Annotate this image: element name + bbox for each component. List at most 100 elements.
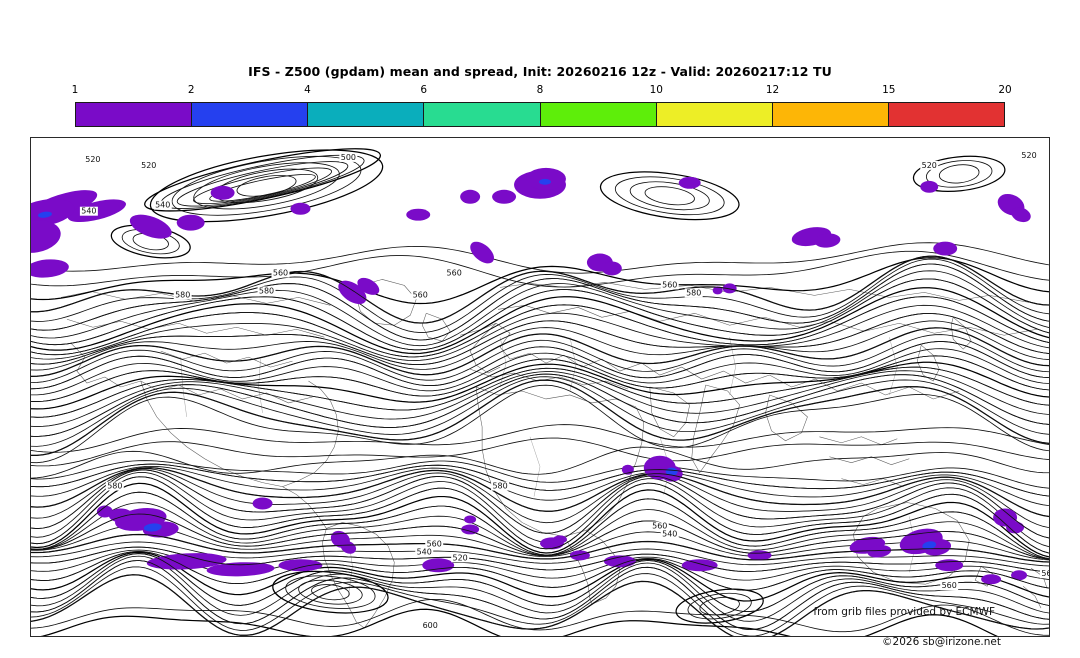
contour-label-backdrop (411, 290, 430, 300)
closed-contour (311, 584, 350, 601)
contour-line (31, 348, 1049, 396)
colorbar-tick-labels: 1 2 4 6 8 10 12 15 20 (72, 84, 1012, 100)
contour-line (31, 467, 1049, 518)
contour-label-backdrop (339, 152, 358, 162)
colorbar-segment-12-15 (772, 103, 889, 126)
contour-line (31, 560, 1049, 631)
spread-blob (981, 574, 1002, 585)
contour-label: 580 (259, 286, 274, 295)
contour-line (31, 491, 1049, 560)
spread-core (539, 178, 551, 185)
contour-line (31, 327, 1049, 377)
contour-label-backdrop (660, 529, 679, 539)
spread-blob (96, 505, 113, 518)
spread-blob (406, 208, 431, 221)
closed-contour (925, 160, 993, 188)
colorbar-tick-15: 15 (882, 84, 896, 96)
colorbar-tick-2: 2 (187, 84, 195, 96)
spread-blob (206, 562, 275, 577)
contour-label: 520 (453, 553, 468, 562)
contour-line (31, 341, 1049, 390)
contour-line (31, 366, 1049, 418)
spread-blob (252, 497, 273, 510)
contour-label-backdrop (660, 280, 679, 290)
contour-label-backdrop (1040, 569, 1049, 579)
contour-line (31, 296, 1049, 358)
spread-blob (569, 550, 590, 561)
contour-line (31, 469, 1049, 539)
spread-blob (31, 220, 61, 253)
closed-contour (644, 186, 695, 206)
contour-line (31, 242, 1049, 274)
closed-contour (699, 596, 740, 616)
contour-label-backdrop (257, 286, 276, 296)
contour-line (31, 304, 1049, 362)
contour-label: 560 (413, 290, 428, 299)
contour-line (31, 546, 1049, 573)
credit-source: from grib files provided by ECMWF (813, 606, 995, 618)
contour-line (31, 555, 1049, 622)
contour-line (31, 476, 1049, 554)
spread-blob (526, 167, 566, 190)
contour-line (31, 373, 1049, 437)
closed-contour (599, 171, 740, 221)
spread-blob (920, 180, 939, 193)
colorbar-segment-2-4 (192, 103, 309, 126)
spread-blob (552, 535, 567, 544)
closed-contour (272, 570, 389, 614)
contour-label-backdrop (173, 290, 192, 300)
spread-blob (464, 515, 477, 524)
closed-contour (144, 148, 382, 212)
contour-line (31, 278, 1049, 351)
closed-contour (675, 588, 764, 624)
spread-core (38, 211, 52, 218)
colorbar-segment-1-2 (76, 103, 193, 126)
closed-contour (236, 174, 297, 197)
contour-line (31, 446, 1049, 479)
contour-label-backdrop (425, 539, 444, 549)
contour-line (31, 361, 1049, 410)
coastlines-layer (60, 279, 1048, 629)
contour-label: 540 (155, 201, 170, 210)
map-panel: 520 520 500 520 520 540 540 560 580 580 560 560 560 5… (30, 137, 1050, 637)
contour-label: 540 (662, 529, 677, 538)
spread-blob (210, 185, 235, 200)
closed-contour (298, 579, 363, 605)
contour-line (31, 255, 1049, 324)
spread-blob (422, 558, 455, 573)
contour-line (31, 257, 1049, 305)
contour-line (31, 263, 1049, 341)
spread-blob (933, 241, 958, 256)
colorbar: 1 2 4 6 8 10 12 15 20 (72, 84, 1012, 130)
colorbar-tick-12: 12 (765, 84, 780, 96)
contour-line (31, 472, 1049, 548)
contour-line (31, 373, 1049, 437)
spread-blob (470, 241, 494, 264)
closed-contour (193, 162, 340, 210)
contour-line (31, 355, 1049, 402)
spread-blob (601, 261, 622, 276)
contour-label-backdrop (271, 268, 290, 278)
colorbar-tick-8: 8 (536, 84, 544, 96)
contour-label-backdrop (684, 288, 703, 298)
contour-line (31, 467, 1049, 517)
contour-line (31, 513, 1049, 560)
contour-line (31, 334, 1049, 384)
contour-line (31, 463, 1049, 497)
contour-label: 600 (423, 621, 438, 630)
contour-label: 560 (427, 539, 442, 548)
contour-label: 500 (341, 153, 356, 162)
colorbar-segment-10-12 (656, 103, 773, 126)
contour-line (31, 250, 1049, 288)
contour-label-backdrop (650, 521, 669, 531)
contour-label: 560 (273, 268, 288, 277)
contour-label: 540 (81, 207, 96, 216)
contour-line (31, 370, 1049, 427)
closed-contour (285, 575, 376, 609)
contour-label: 560 (662, 280, 677, 289)
contour-label-backdrop (79, 206, 98, 216)
spread-blob (492, 189, 517, 204)
contour-label: 580 (686, 288, 701, 297)
